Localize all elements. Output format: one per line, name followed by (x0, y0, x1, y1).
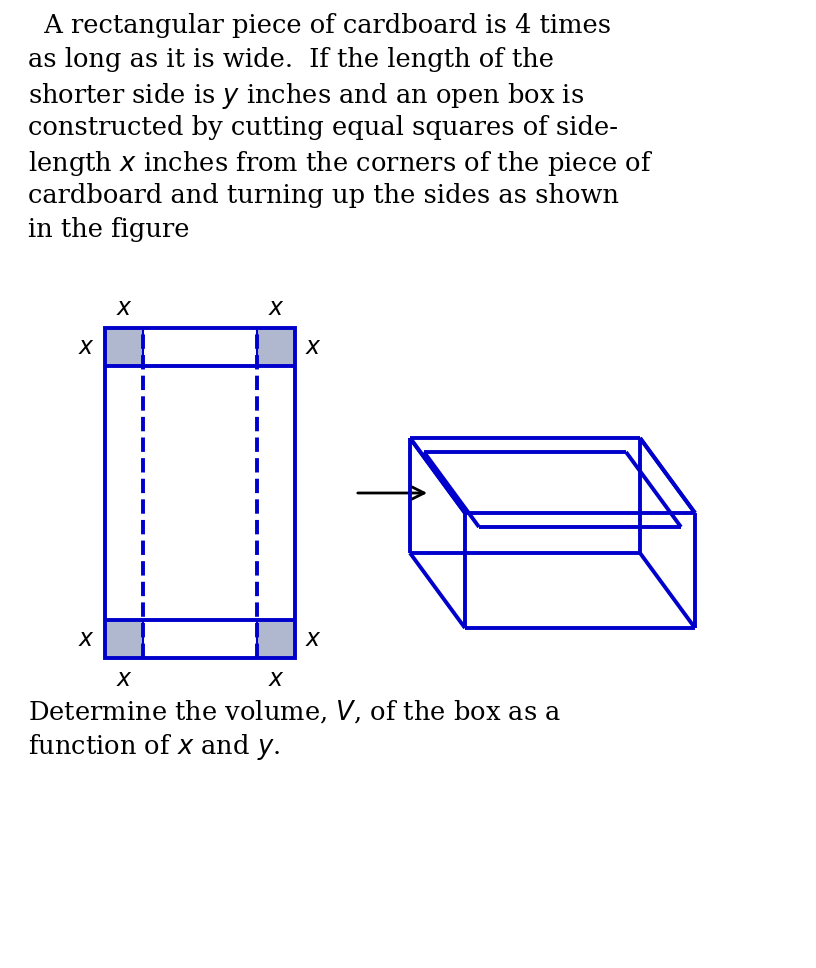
Text: $x$: $x$ (305, 627, 322, 650)
Text: $x$: $x$ (305, 336, 322, 358)
Text: $x$: $x$ (116, 297, 132, 320)
Text: $x$: $x$ (116, 668, 132, 691)
Text: as long as it is wide.  If the length of the: as long as it is wide. If the length of … (28, 47, 554, 72)
Text: length $x$ inches from the corners of the piece of: length $x$ inches from the corners of th… (28, 149, 654, 178)
Text: shorter side is $y$ inches and an open box is: shorter side is $y$ inches and an open b… (28, 81, 584, 111)
Text: cardboard and turning up the sides as shown: cardboard and turning up the sides as sh… (28, 183, 619, 208)
Text: A rectangular piece of cardboard is 4 times: A rectangular piece of cardboard is 4 ti… (28, 13, 611, 38)
Text: in the figure: in the figure (28, 217, 189, 242)
Bar (105, 620, 143, 658)
Bar (257, 620, 295, 658)
Bar (105, 328, 143, 366)
Text: $x$: $x$ (268, 297, 285, 320)
Bar (257, 328, 295, 366)
Text: Determine the volume, $V$, of the box as a: Determine the volume, $V$, of the box as… (28, 698, 561, 725)
Text: function of $x$ and $y$.: function of $x$ and $y$. (28, 732, 280, 762)
Text: $x$: $x$ (268, 668, 285, 691)
Bar (105, 328, 295, 658)
Text: $x$: $x$ (78, 336, 95, 358)
Text: $x$: $x$ (78, 627, 95, 650)
Text: constructed by cutting equal squares of side-: constructed by cutting equal squares of … (28, 115, 618, 140)
